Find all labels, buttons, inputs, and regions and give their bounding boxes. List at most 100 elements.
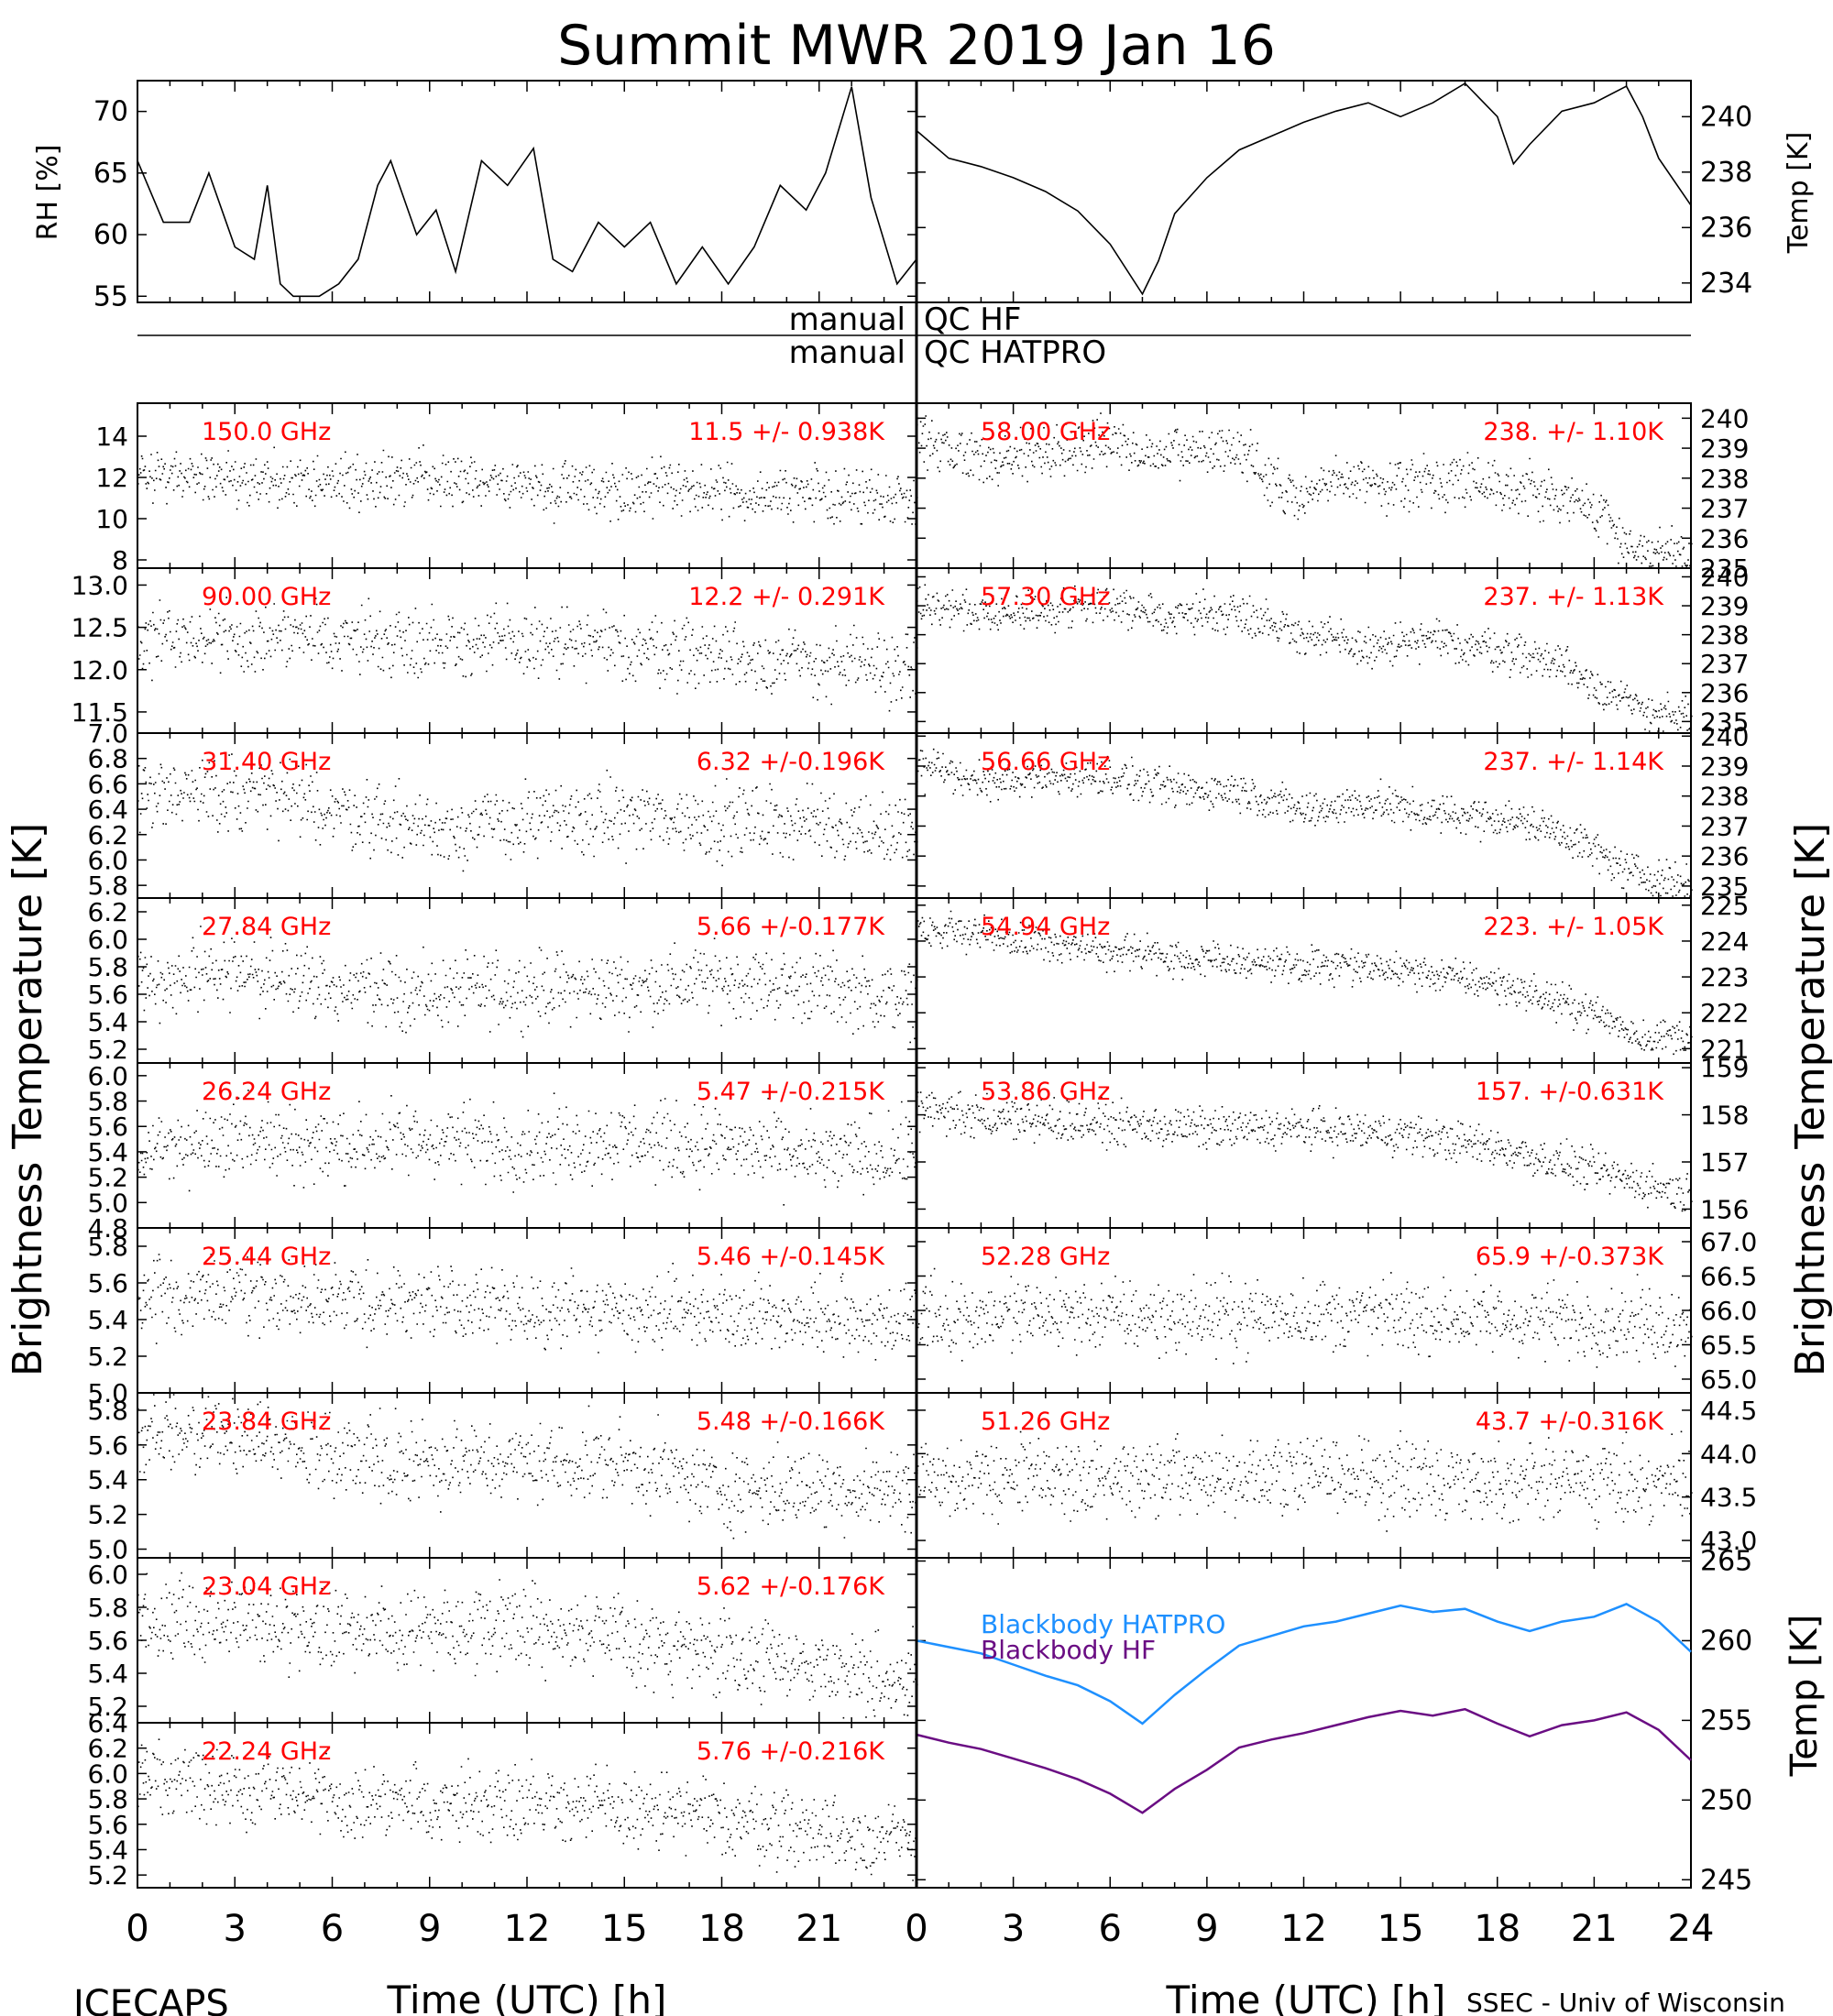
temp-frame	[916, 80, 1692, 303]
x-tick-label: 0	[905, 1908, 927, 1950]
y-tick-label: 55	[93, 280, 128, 312]
qc-hf-manual-label: manual	[789, 301, 906, 338]
panel-ch5228: 65.065.5 66.0 66.5 67.0 52.28 GHz 65.9 +/-0.3…	[916, 1227, 1757, 1395]
y-tick-label: 5.0	[87, 1378, 128, 1408]
panel-ch5494: 221 222 223 224 225 54.94 GHz 223. +/- 1.05K	[916, 891, 1749, 1064]
y-tick-label: 239	[1700, 433, 1749, 464]
ch90-points	[137, 597, 918, 712]
y-tick-label: 5.6	[87, 1810, 128, 1840]
x-tick-label: 21	[796, 1908, 842, 1950]
y-tick-label: 240	[1700, 403, 1749, 433]
y-tick-label: 250	[1700, 1784, 1752, 1816]
y-tick-label: 255	[1700, 1704, 1752, 1737]
y-tick-label: 221	[1700, 1034, 1749, 1064]
y-tick-label: 60	[93, 219, 128, 251]
y-tick-label: 5.8	[87, 871, 128, 901]
y-tick-label: 5.4	[87, 1835, 128, 1865]
y-tick-label: 5.4	[87, 1137, 128, 1167]
y-tick-label: 245	[1700, 1864, 1752, 1896]
y-tick-label: 8	[112, 545, 128, 575]
y-tick-label: 67.0	[1700, 1227, 1757, 1257]
qc-hf-label: QC HF	[924, 301, 1021, 338]
panel-ch90: 11.5 12.0 12.5 13.0 90.00 GHz 12.2 +/- 0.291K	[71, 567, 918, 734]
y-tick-label: 5.4	[87, 1305, 128, 1335]
y-tick-label: 14	[95, 422, 128, 452]
temp-line	[916, 82, 1692, 296]
channel-stat: 5.62 +/-0.176K	[697, 1572, 885, 1601]
y-tick-label: 5.2	[87, 1500, 128, 1530]
channel-stat: 223. +/- 1.05K	[1483, 913, 1664, 941]
x-tick-label: 0	[126, 1908, 148, 1950]
x-axis: 0 3 6 9 12 15 18 21 0 3 6 9 12 15 18 21 24	[126, 81, 1714, 1950]
y-tick-label: 66.5	[1700, 1262, 1757, 1292]
footer-ssec: SSEC - Univ of Wisconsin	[1466, 1988, 1785, 2016]
x-tick-label: 12	[504, 1908, 551, 1950]
y-tick-label: 5.8	[87, 1232, 128, 1262]
y-tick-label: 5.0	[87, 1188, 128, 1218]
y-tick-label: 5.6	[87, 1112, 128, 1142]
y-tick-label: 5.2	[87, 1035, 128, 1065]
y-tick-label: 236	[1700, 841, 1749, 871]
y-label-rh: RH [%]	[32, 145, 64, 241]
channel-label: 23.04 GHz	[202, 1572, 331, 1601]
panel-ch2224: 5.25.45.65.86.06.26.4 22.24 GHz 5.76 +/-0.…	[87, 1708, 918, 1890]
y-tick-label: 6.0	[87, 1759, 128, 1789]
y-tick-label: 222	[1700, 998, 1749, 1028]
y-tick-label: 6.0	[87, 1560, 128, 1590]
qc-hatpro-label: QC HATPRO	[924, 334, 1106, 371]
y-tick-label: 6.2	[87, 820, 128, 850]
y-tick-label: 12.5	[71, 613, 128, 643]
y-tick-label: 235	[1700, 707, 1749, 737]
x-tick-label: 15	[601, 1908, 648, 1950]
y-tick-label: 240	[1700, 101, 1752, 133]
panel-ch2544: 5.0 5.2 5.4 5.6 5.8 25.44 GHz 5.46 +/-0.145K	[87, 1227, 918, 1408]
y-tick-label: 237	[1700, 649, 1749, 679]
rh-panel: 55 60 65 70	[93, 80, 917, 312]
y-tick-label: 65.0	[1700, 1364, 1757, 1395]
y-tick-label: 5.2	[87, 1342, 128, 1372]
y-tick-label: 236	[1700, 523, 1749, 553]
channel-stat: 237. +/- 1.14K	[1483, 748, 1664, 776]
y-tick-label: 237	[1700, 494, 1749, 524]
y-tick-label: 5.2	[87, 1692, 128, 1722]
figure-title: Summit MWR 2019 Jan 16	[557, 14, 1276, 78]
channel-label: 58.00 GHz	[981, 418, 1110, 446]
y-tick-label: 6.8	[87, 744, 128, 774]
y-tick-label: 157	[1700, 1147, 1749, 1178]
ch5386-points	[916, 1090, 1693, 1212]
y-tick-label: 235	[1700, 871, 1749, 902]
legend-hf: Blackbody HF	[981, 1635, 1156, 1665]
channel-label: 150.0 GHz	[202, 418, 331, 446]
panel-ch150: 8 10 12 14 150.0 GHz 11.5 +/- 0.938K	[95, 402, 918, 575]
y-tick-label: 5.8	[87, 1396, 128, 1426]
y-tick-label: 225	[1700, 891, 1749, 921]
y-tick-label: 5.4	[87, 1007, 128, 1037]
y-tick-label: 66.0	[1700, 1296, 1757, 1326]
channel-label: 54.94 GHz	[981, 913, 1110, 941]
channel-stat: 238. +/- 1.10K	[1483, 418, 1664, 446]
ch2544-points	[137, 1254, 918, 1361]
y-tick-label: 236	[1700, 678, 1749, 708]
y-tick-label: 6.4	[87, 794, 128, 825]
y-tick-label: 5.6	[87, 1430, 128, 1461]
y-tick-label: 6.2	[87, 897, 128, 927]
y-tick-label: 239	[1700, 591, 1749, 621]
y-tick-label: 5.8	[87, 1087, 128, 1117]
y-tick-label: 10	[95, 504, 128, 534]
y-tick-label: 223	[1700, 962, 1749, 992]
legend-hatpro: Blackbody HATPRO	[981, 1609, 1225, 1639]
channel-stat: 5.76 +/-0.216K	[697, 1737, 885, 1766]
y-tick-label: 5.6	[87, 980, 128, 1010]
ch2304-points	[137, 1572, 918, 1719]
temp-panel: 234 236 238 240	[916, 80, 1752, 303]
x-tick-label: 3	[1002, 1908, 1025, 1950]
series-hf-line	[916, 1707, 1692, 1814]
y-tick-label: 70	[93, 96, 128, 128]
y-tick-label: 5.4	[87, 1659, 128, 1689]
panel-ch2384: 5.0 5.2 5.4 5.6 5.8 23.84 GHz 5.48 +/-0.166K	[87, 1392, 918, 1565]
ch5228-points	[916, 1267, 1693, 1368]
ch150-points	[137, 444, 918, 525]
